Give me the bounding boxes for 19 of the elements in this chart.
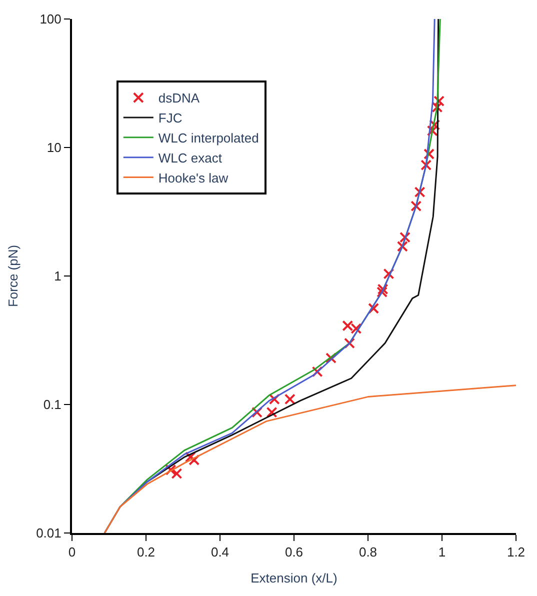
legend-label: WLC interpolated (158, 130, 259, 146)
y-axis-title: Force (pN) (6, 244, 21, 308)
x-tick-label: 0 (68, 544, 76, 560)
x-tick-label: 0.6 (284, 544, 304, 560)
x-tick-label: 1 (438, 544, 446, 560)
legend-label: dsDNA (158, 90, 200, 106)
legend-label: WLC exact (158, 150, 222, 166)
x-tick-label: 0.4 (210, 544, 230, 560)
legend-label: Hooke's law (158, 170, 229, 186)
y-tick-label: 0.1 (43, 397, 62, 412)
x-tick-label: 0.2 (136, 544, 156, 560)
x-axis-title: Extension (x/L) (250, 570, 338, 586)
legend-label: FJC (158, 110, 182, 126)
y-tick-label: 10 (46, 140, 62, 156)
y-tick-label: 1 (54, 268, 62, 284)
y-tick-label: 0.01 (36, 526, 62, 541)
y-tick-label: 100 (40, 12, 62, 27)
x-tick-label: 1.2 (506, 544, 526, 560)
x-tick-label: 0.8 (358, 544, 378, 560)
